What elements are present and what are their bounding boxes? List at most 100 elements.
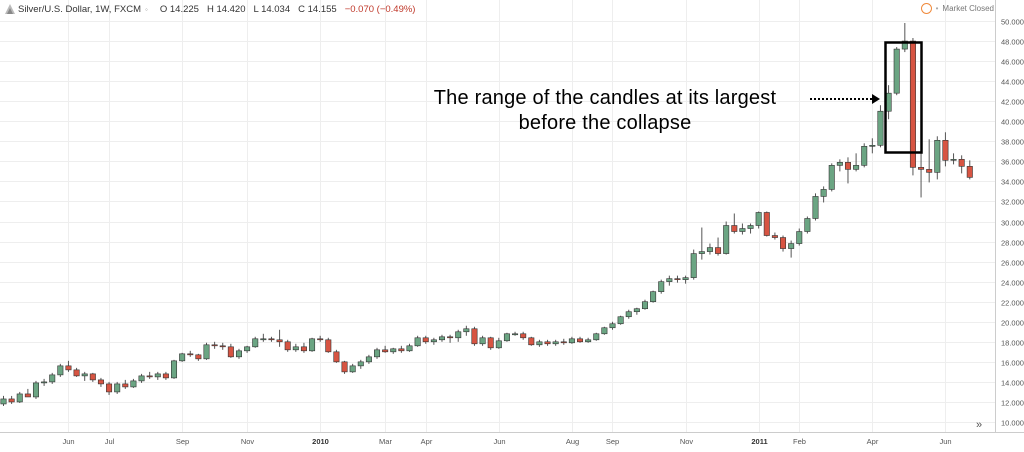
candle <box>796 228 803 246</box>
candle <box>24 388 31 398</box>
candle-body-up <box>57 365 64 376</box>
candle <box>138 373 145 383</box>
candle <box>97 377 104 387</box>
candle-body-up <box>658 281 665 292</box>
candle-body-up <box>804 218 811 232</box>
candle-body-down <box>520 333 527 339</box>
candle <box>633 307 640 315</box>
candle-body-up <box>252 338 259 348</box>
candle-body-down <box>106 383 113 393</box>
y-tick-label: 32.000 <box>1001 198 1024 207</box>
candle-body-down <box>528 337 535 346</box>
candle <box>861 143 868 168</box>
candle <box>41 378 48 386</box>
candle-body-up <box>503 333 510 342</box>
candle <box>357 359 364 369</box>
y-tick-label: 16.000 <box>1001 359 1024 368</box>
candle-body-up <box>138 375 145 382</box>
y-tick-label: 10.000 <box>1001 419 1024 428</box>
low-value: L 14.034 <box>253 3 291 15</box>
candle <box>122 379 129 389</box>
candle <box>560 338 567 345</box>
candle-body-up <box>171 360 178 379</box>
candle <box>203 342 210 360</box>
candle <box>487 336 494 350</box>
candle <box>901 23 908 53</box>
candle-body-up <box>901 40 908 50</box>
candle-body-down <box>487 337 494 349</box>
candle <box>690 249 697 280</box>
candle <box>268 336 275 342</box>
dropdown-icon[interactable]: ◦ <box>145 4 148 14</box>
bullet-icon: • <box>935 4 939 13</box>
symbol-icon <box>5 4 15 14</box>
x-tick-label: Sep <box>176 437 189 446</box>
candle <box>81 371 88 381</box>
candle-body-up <box>154 373 161 378</box>
candle-body-down <box>966 166 973 178</box>
x-tick-label: 2011 <box>751 437 767 446</box>
candle <box>877 105 884 148</box>
candle-body-up <box>455 331 462 339</box>
market-status[interactable]: • Market Closed <box>920 3 994 14</box>
y-tick-label: 50.000 <box>1001 18 1024 27</box>
candle-body-up <box>666 278 673 282</box>
candle-body-up <box>357 361 364 367</box>
candle <box>447 334 454 343</box>
x-tick-label: Feb <box>793 437 806 446</box>
candle-body-up <box>512 333 519 336</box>
candle-body-up <box>893 48 900 94</box>
candle <box>926 139 933 183</box>
candles <box>0 23 973 406</box>
candle-body-up <box>812 196 819 219</box>
candle-body-up <box>114 383 121 393</box>
y-tick-label: 14.000 <box>1001 379 1024 388</box>
x-tick-label: Apr <box>867 437 879 446</box>
candle <box>284 339 291 352</box>
y-tick-label: 46.000 <box>1001 58 1024 67</box>
candle-body-down <box>284 341 291 351</box>
candle <box>682 275 689 284</box>
candle <box>114 381 121 394</box>
scroll-to-latest-button[interactable]: » <box>970 416 988 434</box>
candle <box>317 335 324 342</box>
chart-header: Silver/U.S. Dollar, 1W, FXCM ◦ O 14.225 … <box>0 0 415 18</box>
candle <box>828 163 835 192</box>
candle <box>950 153 957 165</box>
candle <box>398 345 405 353</box>
candle-body-up <box>81 373 88 377</box>
candle-body-up <box>41 381 48 384</box>
candle <box>739 223 746 235</box>
candle-body-down <box>382 349 389 353</box>
time-axis[interactable]: Jun Jul Sep Nov 2010 Mar Apr Jun Aug Sep Nov 2011 Fe… <box>62 437 951 446</box>
candle <box>219 342 226 350</box>
candle-body-up <box>179 353 186 362</box>
candle <box>812 193 819 221</box>
candle <box>349 363 356 373</box>
candle <box>382 345 389 353</box>
candle-body-down <box>909 40 916 168</box>
candle-body-up <box>723 225 730 254</box>
candle-body-up <box>536 341 543 346</box>
candle <box>171 359 178 379</box>
candle <box>374 347 381 359</box>
candle-body-up <box>568 338 575 344</box>
candle <box>495 337 502 349</box>
candle-body-up <box>16 393 23 403</box>
candle <box>414 335 421 347</box>
candle <box>836 159 843 172</box>
candle-body-up <box>374 349 381 358</box>
candle <box>73 367 80 377</box>
candle <box>32 380 39 399</box>
candle <box>503 332 510 342</box>
candle-body-up <box>390 348 397 353</box>
candle-body-up <box>869 145 876 147</box>
candle <box>869 138 876 154</box>
candle-body-down <box>715 247 722 254</box>
candle-body-up <box>203 344 210 360</box>
candle-body-up <box>552 341 559 345</box>
price-axis[interactable]: 10.000 12.000 14.000 16.000 18.000 20.000 22.0… <box>1001 18 1024 428</box>
symbol-title[interactable]: Silver/U.S. Dollar, 1W, FXCM <box>18 3 141 15</box>
y-tick-label: 22.000 <box>1001 299 1024 308</box>
